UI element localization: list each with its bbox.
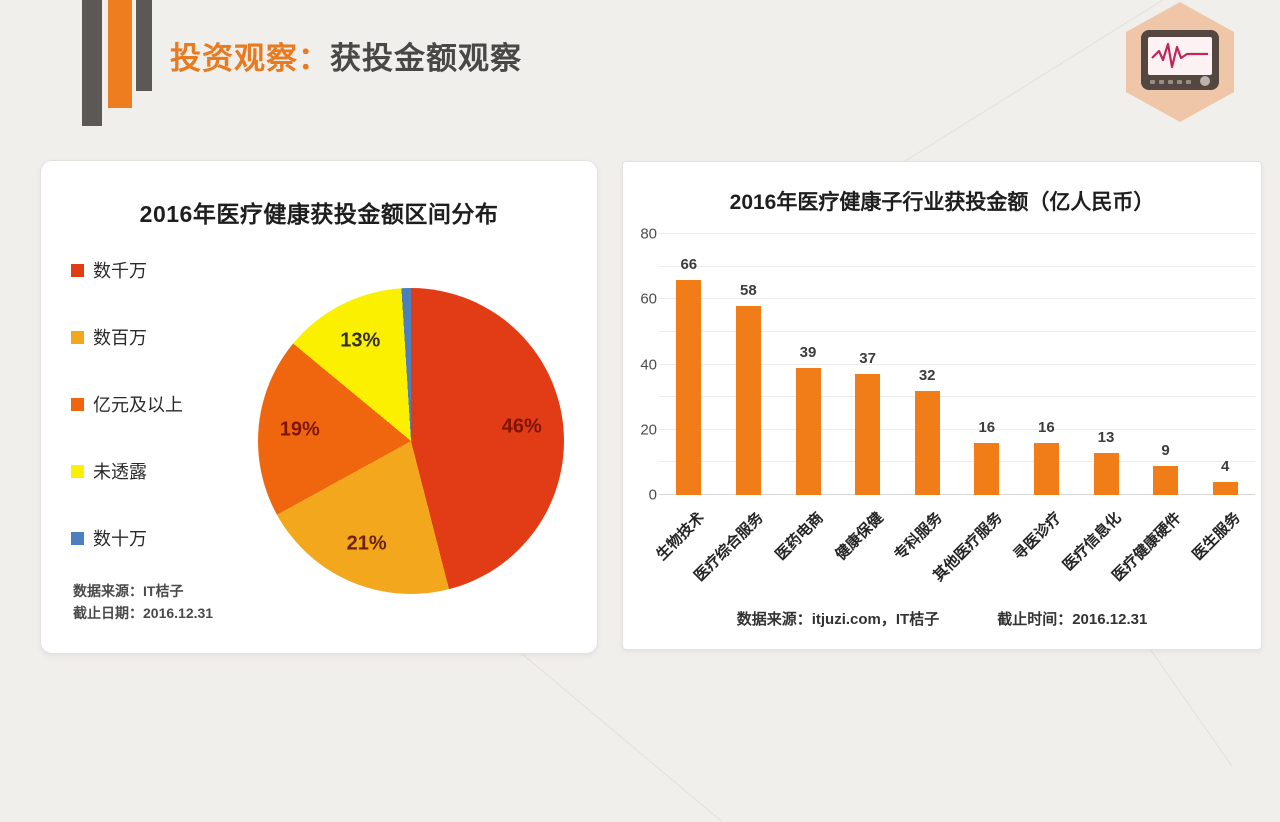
bar-plot-area: 66 生物技术 58 医疗综合服务 39 医药电商 37 健康保健 32 专科服务 16 其他医疗服务… — [653, 233, 1255, 585]
pie-source-line: 数据来源：IT桔子 — [73, 583, 184, 599]
pie-legend: 数千万数百万亿元及以上未透露数十万 — [71, 261, 183, 596]
y-axis-tick: 40 — [640, 356, 657, 373]
bar-医疗健康硬件 — [1153, 465, 1179, 495]
bar-value-label: 37 — [859, 350, 876, 368]
slide-title: 投资观察：获投金额观察 — [170, 33, 522, 78]
bar-value-label: 16 — [978, 418, 996, 436]
y-axis-tick: 0 — [648, 486, 657, 504]
bar-chart-title: 2016年医疗健康子行业获投金额（亿人民币） — [729, 191, 1155, 214]
bar-其他医疗服务 — [974, 442, 1000, 495]
slide-title-highlight: 投资观察： — [170, 41, 330, 76]
bar-健康保健 — [855, 374, 881, 495]
pie-source-note: 数据来源：IT桔子 截止日期：2016.12.31 — [73, 580, 213, 624]
legend-item: 亿元及以上 — [71, 395, 183, 415]
pie-chart-card: 2016年医疗健康获投金额区间分布 数千万数百万亿元及以上未透露数十万 数据来源… — [40, 160, 598, 654]
bar-y-axis: 0 20 40 60 80 — [627, 226, 657, 504]
pie-chart-title: 2016年医疗健康获投金额区间分布 — [139, 201, 499, 227]
slide-title-rest: 获投金额观察 — [330, 41, 522, 76]
legend-item: 未透露 — [71, 462, 183, 482]
pie-slice-label: 21% — [346, 532, 387, 554]
bar-专科服务 — [914, 390, 940, 495]
bar-医疗综合服务 — [735, 305, 761, 495]
legend-label: 数十万 — [93, 529, 147, 549]
gridline — [659, 265, 1255, 267]
legend-swatch — [71, 531, 84, 545]
pie-slice-label: 13% — [340, 329, 381, 352]
legend-swatch — [71, 330, 84, 344]
gridline — [659, 298, 1255, 300]
hexagon-logo — [1126, 2, 1234, 122]
gridline — [659, 494, 1255, 495]
legend-swatch — [71, 397, 84, 411]
bar-医疗信息化 — [1093, 452, 1119, 495]
gridline — [659, 461, 1255, 463]
x-axis-label: 医药电商 — [772, 509, 827, 564]
legend-swatch — [71, 263, 84, 277]
legend-label: 亿元及以上 — [93, 395, 183, 415]
accent-bar-gray-right — [136, 0, 152, 91]
gridline — [659, 330, 1255, 332]
accent-bar-orange — [108, 0, 132, 108]
legend-item: 数千万 — [71, 261, 183, 281]
bar-value-label: 4 — [1221, 457, 1230, 475]
bar-value-label: 66 — [680, 255, 698, 273]
bar-value-label: 32 — [918, 366, 936, 384]
pie-deadline-line: 截止日期：2016.12.31 — [73, 605, 214, 621]
bar-医生服务 — [1212, 481, 1238, 495]
legend-label: 数千万 — [93, 261, 147, 281]
x-axis-label: 生物技术 — [653, 509, 708, 564]
bar-医药电商 — [795, 367, 821, 495]
gridline — [659, 363, 1255, 365]
legend-swatch — [71, 464, 84, 478]
bar-value-label: 16 — [1038, 418, 1055, 436]
x-axis-label: 专科服务 — [891, 509, 946, 564]
bar-value-label: 9 — [1161, 441, 1170, 459]
bar-生物技术 — [676, 279, 702, 495]
y-axis-tick: 80 — [640, 225, 657, 243]
bar-source-note: 数据来源：itjuzi.com，IT桔子 — [736, 611, 940, 628]
y-axis-tick: 60 — [640, 290, 657, 308]
bar-value-label: 13 — [1097, 428, 1115, 446]
ecg-monitor-icon — [1140, 29, 1220, 96]
gridline — [659, 396, 1255, 398]
gridline — [659, 233, 1255, 234]
accent-bar-gray-left — [82, 0, 102, 126]
x-axis-label: 医生服务 — [1189, 509, 1244, 564]
bar-寻医诊疗 — [1033, 442, 1059, 495]
bar-chart-card: 2016年医疗健康子行业获投金额（亿人民币） 0 20 40 60 80 66 生物技术 5… — [622, 161, 1262, 650]
legend-item: 数十万 — [71, 529, 183, 549]
bar-value-label: 58 — [740, 281, 757, 299]
legend-label: 数百万 — [93, 328, 147, 348]
x-axis-label: 健康保健 — [831, 509, 887, 564]
gridline — [659, 428, 1255, 430]
x-axis-label: 寻医诊疗 — [1010, 509, 1066, 564]
legend-label: 未透露 — [93, 462, 147, 482]
y-axis-tick: 20 — [640, 421, 657, 439]
pie-slice-label: 19% — [279, 418, 320, 441]
pie-chart — [258, 288, 564, 594]
legend-item: 数百万 — [71, 328, 183, 348]
pie-slice-label: 46% — [501, 415, 542, 438]
bar-deadline-note: 截止时间：2016.12.31 — [997, 611, 1148, 628]
bar-source-row: 数据来源：itjuzi.com，IT桔子 截止时间：2016.12.31 — [623, 608, 1261, 629]
bar-value-label: 39 — [799, 343, 817, 361]
